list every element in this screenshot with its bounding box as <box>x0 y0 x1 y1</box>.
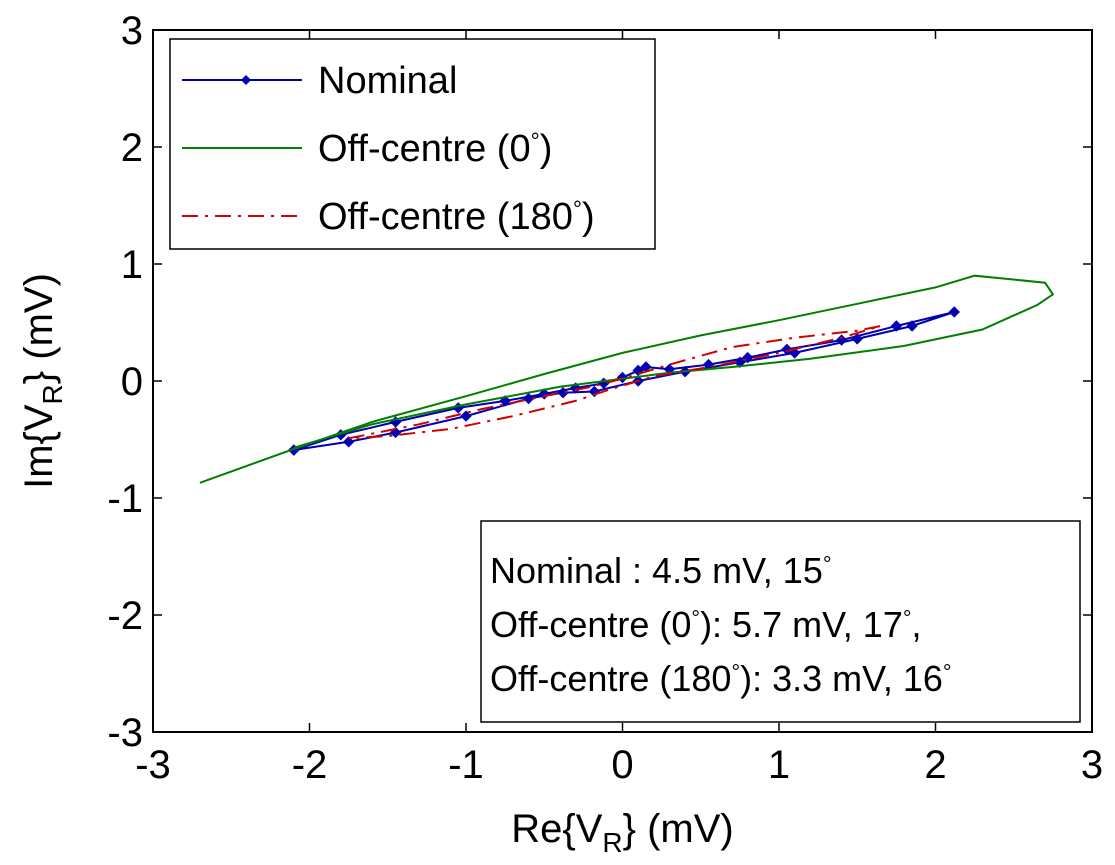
annotation-box: Nominal : 4.5 mV, 15° Off-centre (0°): 5.… <box>480 520 1081 723</box>
x-tick-label: -1 <box>448 743 484 787</box>
y-tick-label: 3 <box>121 9 143 53</box>
x-tick-label: 3 <box>1081 743 1103 787</box>
series-marker <box>948 306 960 318</box>
x-tick-label: 0 <box>611 743 633 787</box>
series-marker <box>851 333 863 345</box>
legend-label-2: Off-centre (0°) <box>318 128 552 170</box>
data-series <box>199 274 1055 484</box>
axis-ticks: -3 -2 -1 0 1 2 3 -3 -2 -1 0 1 2 3 <box>107 9 1103 787</box>
x-axis-label: Re{VR} (mV) <box>511 807 734 858</box>
series-marker <box>781 343 793 356</box>
annotation-frame <box>480 520 1081 723</box>
y-tick-label: -1 <box>107 477 143 521</box>
series-marker <box>906 320 918 332</box>
annotation-line-1: Nominal : 4.5 mV, 15° <box>490 550 831 591</box>
series-marker <box>522 392 535 405</box>
legend-label-1: Nominal <box>318 60 457 102</box>
y-tick-label: -3 <box>107 711 143 755</box>
annotation-line-2: Off-centre (0°): 5.7 mV, 17°, <box>490 604 922 645</box>
legend-label-3: Off-centre (180°) <box>318 196 595 238</box>
series-line-3 <box>348 325 881 440</box>
x-tick-label: -2 <box>292 743 328 787</box>
legend-marker <box>241 75 251 85</box>
series-marker <box>460 410 472 422</box>
y-tick-label: -2 <box>107 594 143 638</box>
x-tick-label: 1 <box>768 743 790 787</box>
series-marker <box>342 436 355 448</box>
x-tick-label: 2 <box>924 743 946 787</box>
series-marker <box>890 320 903 332</box>
y-axis-label: Im{VR} (mV) <box>17 273 68 489</box>
legend: Nominal Off-centre (0°) Off-centre (180°) <box>169 38 656 250</box>
y-tick-label: 1 <box>121 243 143 287</box>
series-marker <box>835 334 848 346</box>
x-tick-label: -3 <box>135 743 171 787</box>
y-tick-label: 2 <box>121 126 143 170</box>
legend-box <box>169 38 656 250</box>
y-tick-label: 0 <box>121 360 143 404</box>
series-marker <box>734 356 746 368</box>
annotation-line-3: Off-centre (180°): 3.3 mV, 16° <box>490 658 952 699</box>
series-line-2 <box>199 274 1055 484</box>
